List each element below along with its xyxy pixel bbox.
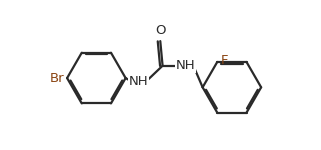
Text: O: O (155, 24, 166, 37)
Text: F: F (220, 54, 228, 67)
Text: Br: Br (49, 72, 64, 85)
Text: NH: NH (129, 75, 149, 88)
Text: NH: NH (176, 59, 195, 72)
